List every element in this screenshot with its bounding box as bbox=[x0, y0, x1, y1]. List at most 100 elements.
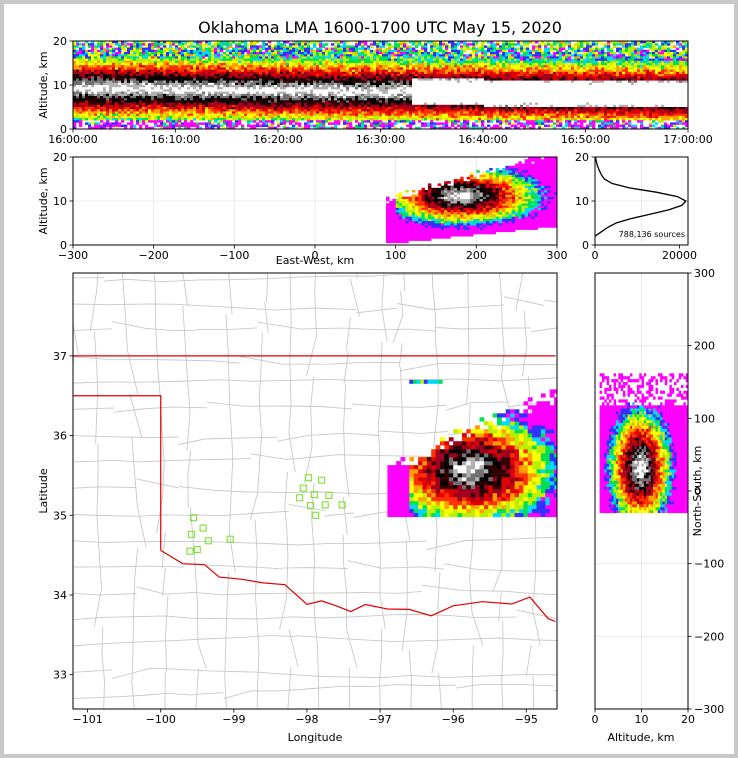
time-height-cell bbox=[271, 91, 275, 95]
time-height-cell bbox=[547, 60, 551, 64]
time-height-cell bbox=[160, 96, 164, 99]
time-height-cell bbox=[685, 82, 688, 86]
time-height-cell bbox=[574, 85, 578, 88]
time-height-cell bbox=[595, 43, 599, 46]
time-height-cell bbox=[451, 65, 455, 68]
time-height-cell bbox=[292, 54, 296, 57]
time-height-cell bbox=[463, 47, 467, 51]
time-height-cell bbox=[568, 78, 572, 81]
time-height-cell bbox=[517, 93, 521, 97]
time-height-cell bbox=[451, 60, 455, 64]
time-height-cell bbox=[550, 58, 554, 62]
time-height-cell bbox=[589, 56, 593, 59]
time-height-cell bbox=[364, 41, 368, 44]
time-height-cell bbox=[397, 82, 401, 86]
time-height-cell bbox=[106, 60, 110, 64]
time-height-cell bbox=[514, 49, 518, 53]
time-height-cell bbox=[268, 56, 272, 59]
time-height-cell bbox=[208, 87, 212, 90]
time-height-cell bbox=[628, 65, 632, 68]
time-height-cell bbox=[352, 60, 356, 64]
time-height-cell bbox=[340, 49, 344, 53]
time-height-cell bbox=[511, 91, 515, 95]
time-height-cell bbox=[469, 43, 473, 46]
time-height-cell bbox=[454, 49, 458, 53]
time-height-cell bbox=[607, 60, 611, 64]
time-height-cell bbox=[385, 60, 389, 64]
time-height-cell bbox=[589, 91, 593, 95]
time-height-cell bbox=[601, 76, 605, 79]
time-height-cell bbox=[175, 78, 179, 81]
time-height-cell bbox=[634, 67, 638, 70]
time-height-cell bbox=[490, 74, 494, 77]
time-height-cell bbox=[586, 58, 590, 62]
time-height-cell bbox=[73, 82, 77, 86]
time-height-cell bbox=[544, 56, 548, 59]
time-height-cell bbox=[217, 52, 221, 55]
time-height-cell bbox=[211, 82, 215, 86]
time-height-cell bbox=[511, 71, 515, 75]
time-height-cell bbox=[319, 63, 323, 66]
time-height-cell bbox=[589, 71, 593, 75]
time-height-cell bbox=[112, 58, 116, 62]
time-height-cell bbox=[652, 78, 656, 81]
time-height-cell bbox=[445, 60, 449, 64]
time-height-cell bbox=[676, 87, 680, 90]
time-height-cell bbox=[316, 87, 320, 90]
time-height-cell bbox=[601, 47, 605, 51]
time-height-cell bbox=[454, 82, 458, 86]
time-height-cell bbox=[505, 89, 509, 92]
time-height-cell bbox=[682, 47, 686, 51]
time-height-cell bbox=[292, 52, 296, 55]
time-height-cell bbox=[670, 65, 674, 68]
time-height-cell bbox=[673, 49, 677, 53]
time-height-cell bbox=[241, 41, 245, 44]
time-height-cell bbox=[556, 82, 560, 86]
time-height-cell bbox=[490, 93, 494, 97]
time-height-cell bbox=[574, 49, 578, 53]
time-height-cell bbox=[217, 60, 221, 64]
time-height-cell bbox=[571, 45, 575, 48]
time-height-cell bbox=[124, 71, 128, 75]
time-height-cell bbox=[685, 71, 688, 75]
time-height-cell bbox=[229, 96, 233, 99]
time-height-cell bbox=[340, 58, 344, 62]
time-height-cell bbox=[628, 93, 632, 97]
time-height-cell bbox=[559, 58, 563, 62]
time-height-cell bbox=[295, 93, 299, 97]
time-height-cell bbox=[652, 63, 656, 66]
time-height-cell bbox=[529, 54, 533, 57]
time-height-cell bbox=[433, 74, 437, 77]
time-height-cell bbox=[352, 93, 356, 97]
time-height-cell bbox=[151, 76, 155, 79]
time-height-cell bbox=[595, 47, 599, 51]
time-height-cell bbox=[226, 78, 230, 81]
time-height-cell bbox=[109, 82, 113, 86]
time-height-cell bbox=[553, 82, 557, 86]
time-height-cell bbox=[82, 47, 86, 51]
time-height-cell bbox=[445, 69, 449, 73]
time-height-cell bbox=[595, 93, 599, 97]
time-height-cell bbox=[121, 93, 125, 97]
time-height-cell bbox=[124, 76, 128, 79]
time-height-cell bbox=[319, 60, 323, 64]
time-height-cell bbox=[130, 43, 134, 46]
time-height-cell bbox=[187, 78, 191, 81]
time-height-cell bbox=[466, 67, 470, 70]
time-height-cell bbox=[370, 65, 374, 68]
time-height-cell bbox=[496, 69, 500, 73]
time-height-cell bbox=[97, 85, 101, 88]
time-height-cell bbox=[616, 87, 620, 90]
time-height-cell bbox=[535, 45, 539, 48]
time-height-cell bbox=[619, 47, 623, 51]
time-height-cell bbox=[364, 89, 368, 92]
time-height-cell bbox=[625, 47, 629, 51]
time-height-cell bbox=[463, 65, 467, 68]
time-height-cell bbox=[283, 93, 287, 97]
time-height-cell bbox=[298, 78, 302, 81]
time-height-cell bbox=[403, 67, 407, 70]
time-height-cell bbox=[517, 80, 521, 84]
time-height-cell bbox=[589, 67, 593, 70]
time-height-cell bbox=[652, 93, 656, 97]
time-height-cell bbox=[493, 67, 497, 70]
